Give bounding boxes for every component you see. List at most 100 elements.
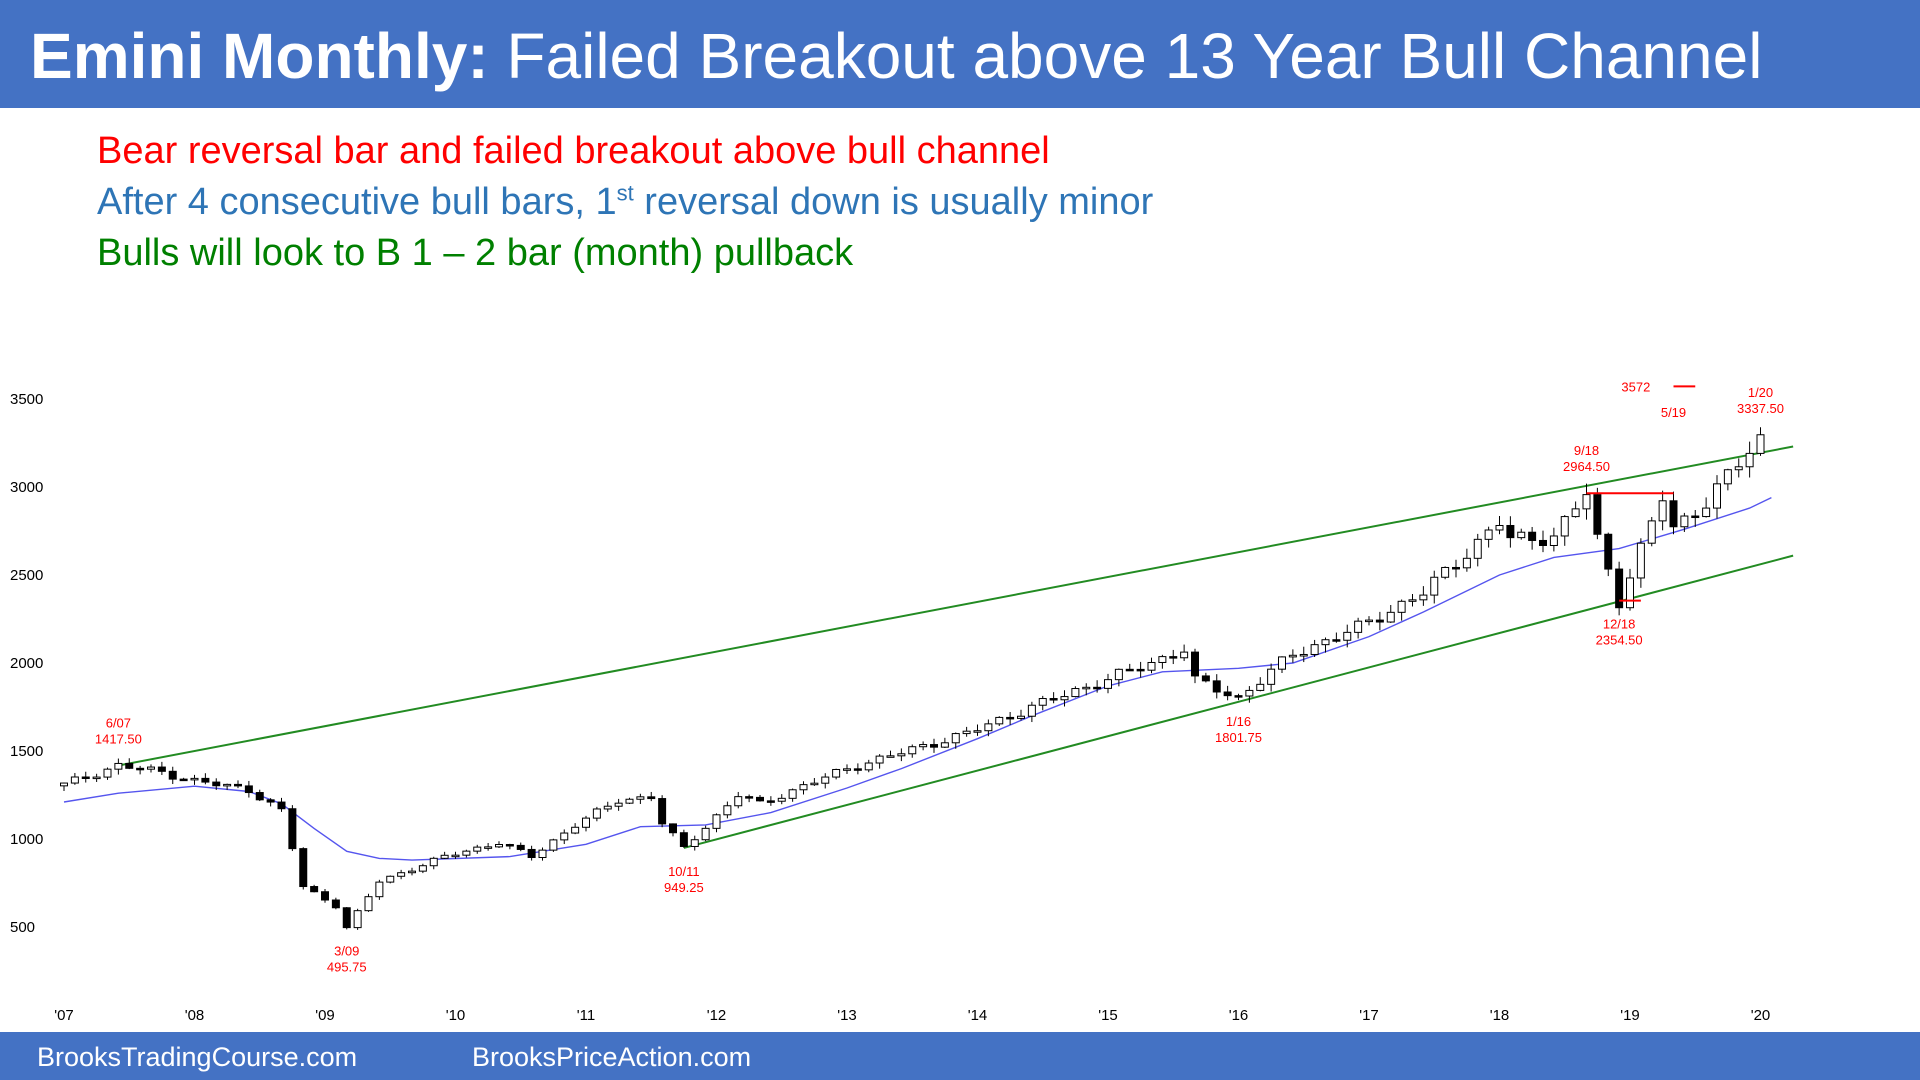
- candle-body: [1147, 661, 1156, 671]
- candle-body: [1082, 686, 1091, 690]
- candle-body: [1452, 566, 1460, 570]
- candle-body: [429, 857, 438, 867]
- candle-body: [1539, 539, 1547, 546]
- candle-body: [951, 733, 960, 744]
- candle-body: [505, 844, 514, 847]
- note-bulls-pullback: Bulls will look to B 1 – 2 bar (month) p…: [97, 232, 854, 274]
- note-bear-reversal: Bear reversal bar and failed breakout ab…: [97, 130, 1050, 172]
- footer-right-link[interactable]: BrooksPriceAction.com: [472, 1042, 752, 1072]
- candle-body: [843, 768, 851, 771]
- candle-body: [995, 716, 1004, 725]
- footer-left-link[interactable]: BrooksTradingCourse.com: [37, 1042, 358, 1072]
- channel-lines: [118, 445, 1794, 849]
- candle-body: [386, 875, 395, 883]
- candle-body: [1071, 688, 1080, 698]
- candle-body: [1582, 494, 1591, 510]
- candle-body: [897, 753, 906, 757]
- candle-body: [788, 789, 797, 799]
- candle-body: [777, 797, 786, 802]
- annotation-value: 2354.50: [1596, 633, 1643, 648]
- candle-body: [147, 766, 155, 770]
- candle-body: [1647, 520, 1656, 544]
- candle-body: [679, 832, 688, 847]
- candle-body: [908, 746, 917, 755]
- candle-body: [1375, 619, 1384, 623]
- candle-body: [1201, 675, 1210, 682]
- candle-body: [940, 742, 949, 748]
- candle-body: [418, 865, 427, 872]
- candle-body: [1419, 594, 1428, 601]
- note-text-after: reversal down is usually minor: [633, 181, 1154, 223]
- candle-body: [766, 800, 775, 803]
- candle-body: [1017, 715, 1025, 719]
- candle-body: [647, 796, 656, 800]
- candle-body: [832, 768, 841, 778]
- candle-body: [451, 854, 460, 858]
- y-tick-label: 1500: [10, 743, 43, 760]
- y-tick-label: 1000: [10, 831, 43, 848]
- annotation-date: 10/11: [668, 864, 700, 879]
- candle-body: [190, 777, 199, 781]
- x-tick-label: '07: [54, 1007, 74, 1024]
- x-tick-label: '17: [1359, 1007, 1379, 1024]
- page-title: Emini Monthly: Failed Breakout above 13 …: [30, 20, 1762, 92]
- candle-body: [1517, 531, 1526, 539]
- candle-body: [1495, 524, 1504, 531]
- candle-body: [1680, 515, 1689, 528]
- footer-bar: BrooksTradingCourse.com BrooksPriceActio…: [0, 1032, 1920, 1080]
- x-tick-label: '19: [1620, 1007, 1640, 1024]
- candle-body: [1745, 452, 1754, 468]
- candle-body: [1473, 538, 1482, 559]
- notes: Bear reversal bar and failed breakout ab…: [97, 126, 1153, 279]
- candle-body: [984, 723, 993, 732]
- channel-line-1: [683, 554, 1794, 849]
- candle-body: [1093, 686, 1102, 690]
- candle-body: [592, 808, 601, 819]
- candle-body: [1321, 639, 1330, 646]
- annotation-value: 1417.50: [95, 732, 142, 747]
- candle-body: [484, 846, 493, 849]
- x-tick-label: '13: [837, 1007, 857, 1024]
- candle-body: [168, 770, 177, 780]
- candle-body: [1441, 566, 1450, 578]
- candle-body: [1027, 704, 1036, 717]
- annotation-3572: 3572: [1621, 379, 1650, 394]
- note-superscript: st: [616, 180, 634, 206]
- annotation-value: 1801.75: [1215, 730, 1262, 745]
- candle-body: [1615, 568, 1624, 609]
- candle-body: [1560, 516, 1569, 537]
- title-rest: Failed Breakout above 13 Year Bull Chann…: [506, 20, 1763, 92]
- x-axis: '07 '08 '09 '10 '11 '12 '13 '14 '15 '16 '17 '18 '19 '…: [54, 1007, 1770, 1024]
- candle-body: [1136, 668, 1145, 672]
- annotation-date: 3/09: [334, 944, 359, 959]
- candle-body: [701, 827, 710, 841]
- horizontal-lines: [1586, 385, 1696, 602]
- annotation-date: 6/07: [106, 716, 131, 731]
- title-bar: Emini Monthly: Failed Breakout above 13 …: [0, 0, 1920, 108]
- candle-body: [560, 832, 569, 841]
- candle-body: [255, 792, 264, 801]
- candle-body: [1299, 653, 1308, 657]
- candle-body: [1310, 644, 1319, 655]
- candle-body: [886, 755, 895, 758]
- candle-body: [1408, 599, 1417, 602]
- candle-body: [1691, 515, 1700, 519]
- candle-body: [636, 796, 645, 800]
- candle-body: [1125, 668, 1134, 672]
- candle-body: [408, 870, 416, 874]
- annotation-value: 949.25: [664, 880, 704, 895]
- candle-body: [1756, 434, 1765, 454]
- note-consecutive-bull-bars: After 4 consecutive bull bars, 1st rever…: [97, 177, 1153, 228]
- candle-body: [1267, 668, 1276, 685]
- candle-body: [234, 783, 242, 787]
- candle-body: [201, 777, 210, 783]
- candle-body: [321, 891, 329, 901]
- candle-body: [92, 776, 101, 780]
- candle-body: [353, 910, 362, 929]
- candle-body: [930, 744, 938, 748]
- candle-body: [1332, 639, 1341, 642]
- candle-body: [1734, 466, 1743, 471]
- candle-body: [179, 778, 188, 782]
- candle-body: [157, 766, 166, 772]
